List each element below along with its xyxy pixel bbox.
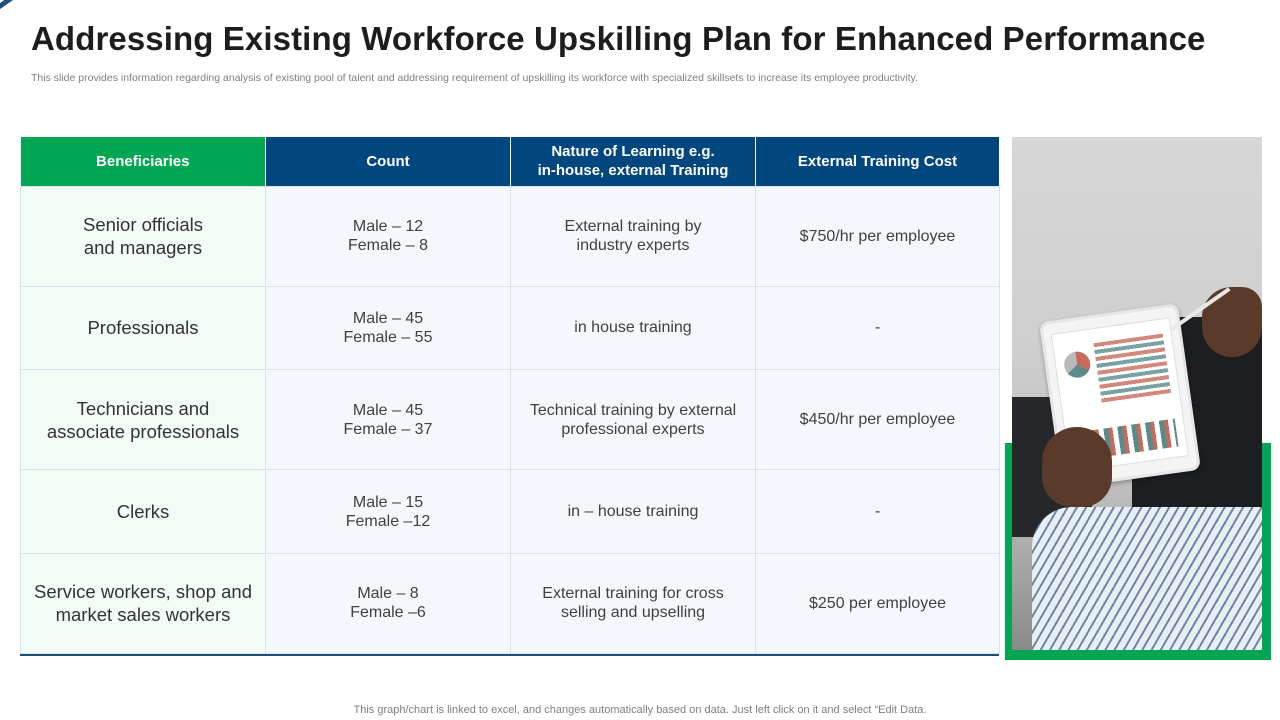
cell-beneficiary: Clerks xyxy=(20,469,266,554)
tablet-pie-chart-icon xyxy=(1062,349,1092,380)
table-row: Technicians and associate professionals … xyxy=(20,369,1000,471)
cell-count: Male – 45 Female – 37 xyxy=(265,369,511,471)
cell-beneficiary: Senior officials and managers xyxy=(20,185,266,287)
photo-left-hand-shape xyxy=(1042,427,1112,507)
cell-count: Male – 12 Female – 8 xyxy=(265,185,511,287)
cell-beneficiary: Professionals xyxy=(20,285,266,371)
cell-nature: External training by industry experts xyxy=(510,185,756,287)
workforce-upskilling-table: Beneficiaries Count Nature of Learning e… xyxy=(20,137,1000,655)
cell-cost: - xyxy=(755,469,1000,554)
cell-cost: $750/hr per employee xyxy=(755,185,1000,287)
cell-beneficiary: Technicians and associate professionals xyxy=(20,369,266,471)
cell-count: Male – 8 Female –6 xyxy=(265,552,511,655)
table-row: Clerks Male – 15 Female –12 in – house t… xyxy=(20,469,1000,554)
cell-count: Male – 15 Female –12 xyxy=(265,469,511,554)
cell-nature: in house training xyxy=(510,285,756,371)
table-header-row: Beneficiaries Count Nature of Learning e… xyxy=(20,137,1000,186)
cell-beneficiary: Service workers, shop and market sales w… xyxy=(20,552,266,655)
cell-cost: - xyxy=(755,285,1000,371)
cell-cost: $250 per employee xyxy=(755,552,1000,655)
header-beneficiaries: Beneficiaries xyxy=(20,137,266,186)
cell-count: Male – 45 Female – 55 xyxy=(265,285,511,371)
photo-right-hand-shape xyxy=(1202,287,1262,357)
cell-nature: External training for cross selling and … xyxy=(510,552,756,655)
slide-subtitle: This slide provides information regardin… xyxy=(31,72,918,84)
cell-nature: in – house training xyxy=(510,469,756,554)
cell-nature: Technical training by external professio… xyxy=(510,369,756,471)
chart-edit-note: This graph/chart is linked to excel, and… xyxy=(353,704,927,716)
slide-title: Addressing Existing Workforce Upskilling… xyxy=(31,20,1206,57)
table-row: Service workers, shop and market sales w… xyxy=(20,552,1000,655)
header-count: Count xyxy=(265,137,511,186)
table-row: Senior officials and managers Male – 12 … xyxy=(20,185,1000,287)
photo-striped-sleeve-shape xyxy=(1032,507,1262,650)
header-nature-of-learning: Nature of Learning e.g. in-house, extern… xyxy=(510,137,756,186)
tablet-bar-chart-icon xyxy=(1093,333,1172,403)
workforce-table-container: Beneficiaries Count Nature of Learning e… xyxy=(20,137,1000,656)
table-row: Professionals Male – 45 Female – 55 in h… xyxy=(20,285,1000,371)
photo-person-using-tablet-icon xyxy=(1012,137,1262,650)
cell-cost: $450/hr per employee xyxy=(755,369,1000,471)
header-external-training-cost: External Training Cost xyxy=(755,137,1000,186)
